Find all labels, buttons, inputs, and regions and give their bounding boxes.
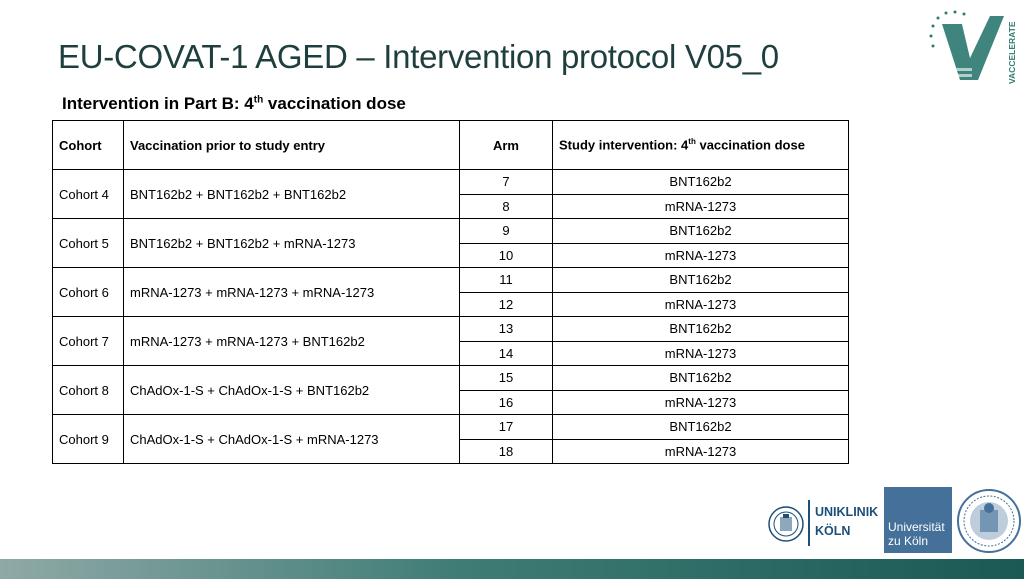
universitaet-line1: Universität [888,520,945,534]
table-row: 14 mRNA-1273 [53,340,849,366]
table-row: 18 mRNA-1273 [53,438,849,464]
table-row: Cohort 4 BNT162b2 + BNT162b2 + BNT162b2 7 B… [52,169,849,219]
cohort-cell: Cohort 4 [52,169,124,219]
dose-cell: BNT162b2 [552,365,849,391]
arm-cell: 12 [459,291,553,317]
universitaet-logo-text: Universität zu Köln [888,520,945,548]
header-intervention-suffix: vaccination dose [695,137,805,153]
dose-cell: mRNA-1273 [552,389,849,415]
vaccelerate-logo: VACCELERATE [929,10,1017,84]
header-study-intervention: Study intervention: 4th vaccination dose [552,120,849,170]
table-row: Cohort 6 mRNA-1273 + mRNA-1273 + mRNA-127… [52,267,849,317]
dose-cell: BNT162b2 [552,267,849,293]
cohort-cell: Cohort 9 [52,414,124,464]
dose-cell: mRNA-1273 [552,242,849,268]
arm-cell: 18 [459,438,553,464]
dose-cell: mRNA-1273 [552,291,849,317]
cohort-cell: Cohort 8 [52,365,124,415]
uniklinik-line2: KÖLN [815,524,851,538]
arm-cell: 7 [459,169,553,195]
footer-gradient-bar [0,559,1024,579]
prior-vaccination-cell: mRNA-1273 + mRNA-1273 + BNT162b2 [123,316,460,366]
dose-cell: BNT162b2 [552,316,849,342]
arm-cell: 16 [459,389,553,415]
arm-cell: 13 [459,316,553,342]
dose-cell: mRNA-1273 [552,193,849,219]
header-intervention-prefix: Study intervention: 4 [559,137,689,153]
prior-vaccination-cell: BNT162b2 + BNT162b2 + BNT162b2 [123,169,460,219]
prior-vaccination-cell: ChAdOx-1-S + ChAdOx-1-S + BNT162b2 [123,365,460,415]
cohort-cell: Cohort 6 [52,267,124,317]
header-intervention-sup: th [688,137,696,147]
header-cohort: Cohort [52,120,124,170]
dose-cell: mRNA-1273 [552,438,849,464]
cohort-cell: Cohort 7 [52,316,124,366]
table-row: 12 mRNA-1273 [53,291,849,317]
table-row: Cohort 9 ChAdOx-1-S + ChAdOx-1-S + mRNA-1… [52,414,849,464]
header-prior-vaccination: Vaccination prior to study entry [123,120,460,170]
prior-vaccination-cell: ChAdOx-1-S + ChAdOx-1-S + mRNA-1273 [123,414,460,464]
arm-cell: 17 [459,414,553,440]
universitaet-line2: zu Köln [888,534,929,548]
uniklinik-logo-text: UNIKLINIK KÖLN [815,503,878,541]
subtitle-sup: th [253,94,264,106]
uniklinik-seal-icon [768,506,804,542]
table-row: Cohort 7 mRNA-1273 + mRNA-1273 + BNT162b2… [52,316,849,366]
arm-cell: 11 [459,267,553,293]
subtitle-suffix: vaccination dose [263,94,406,113]
arm-cell: 9 [459,218,553,244]
cohort-cell: Cohort 5 [52,218,124,268]
prior-vaccination-cell: mRNA-1273 + mRNA-1273 + mRNA-1273 [123,267,460,317]
universitaet-logo-box [884,487,952,553]
arm-cell: 8 [459,193,553,219]
subtitle-prefix: Intervention in Part B: 4 [62,94,254,113]
dose-cell: mRNA-1273 [552,340,849,366]
uniklinik-separator [808,500,810,546]
slide-subtitle: Intervention in Part B: 4th vaccination … [62,94,406,114]
header-arm: Arm [459,120,553,170]
table-row: Cohort 5 BNT162b2 + BNT162b2 + mRNA-1273 9… [52,218,849,268]
table-row: Cohort 8 ChAdOx-1-S + ChAdOx-1-S + BNT162… [52,365,849,415]
uniklinik-line1: UNIKLINIK [815,505,879,519]
intervention-table: Cohort Vaccination prior to study entry … [52,120,849,464]
prior-vaccination-cell: BNT162b2 + BNT162b2 + mRNA-1273 [123,218,460,268]
university-seal-icon [957,489,1021,553]
slide-title: EU-COVAT-1 AGED – Intervention protocol … [58,38,779,75]
arm-cell: 14 [459,340,553,366]
dose-cell: BNT162b2 [552,169,849,195]
arm-cell: 15 [459,365,553,391]
table-row: 16 mRNA-1273 [53,389,849,415]
table-row: 8 mRNA-1273 [53,193,849,219]
vaccelerate-wordmark: VACCELERATE [1007,21,1017,84]
table-header-row: Cohort Vaccination prior to study entry … [52,120,849,170]
dose-cell: BNT162b2 [552,414,849,440]
dose-cell: BNT162b2 [552,218,849,244]
arm-cell: 10 [459,242,553,268]
